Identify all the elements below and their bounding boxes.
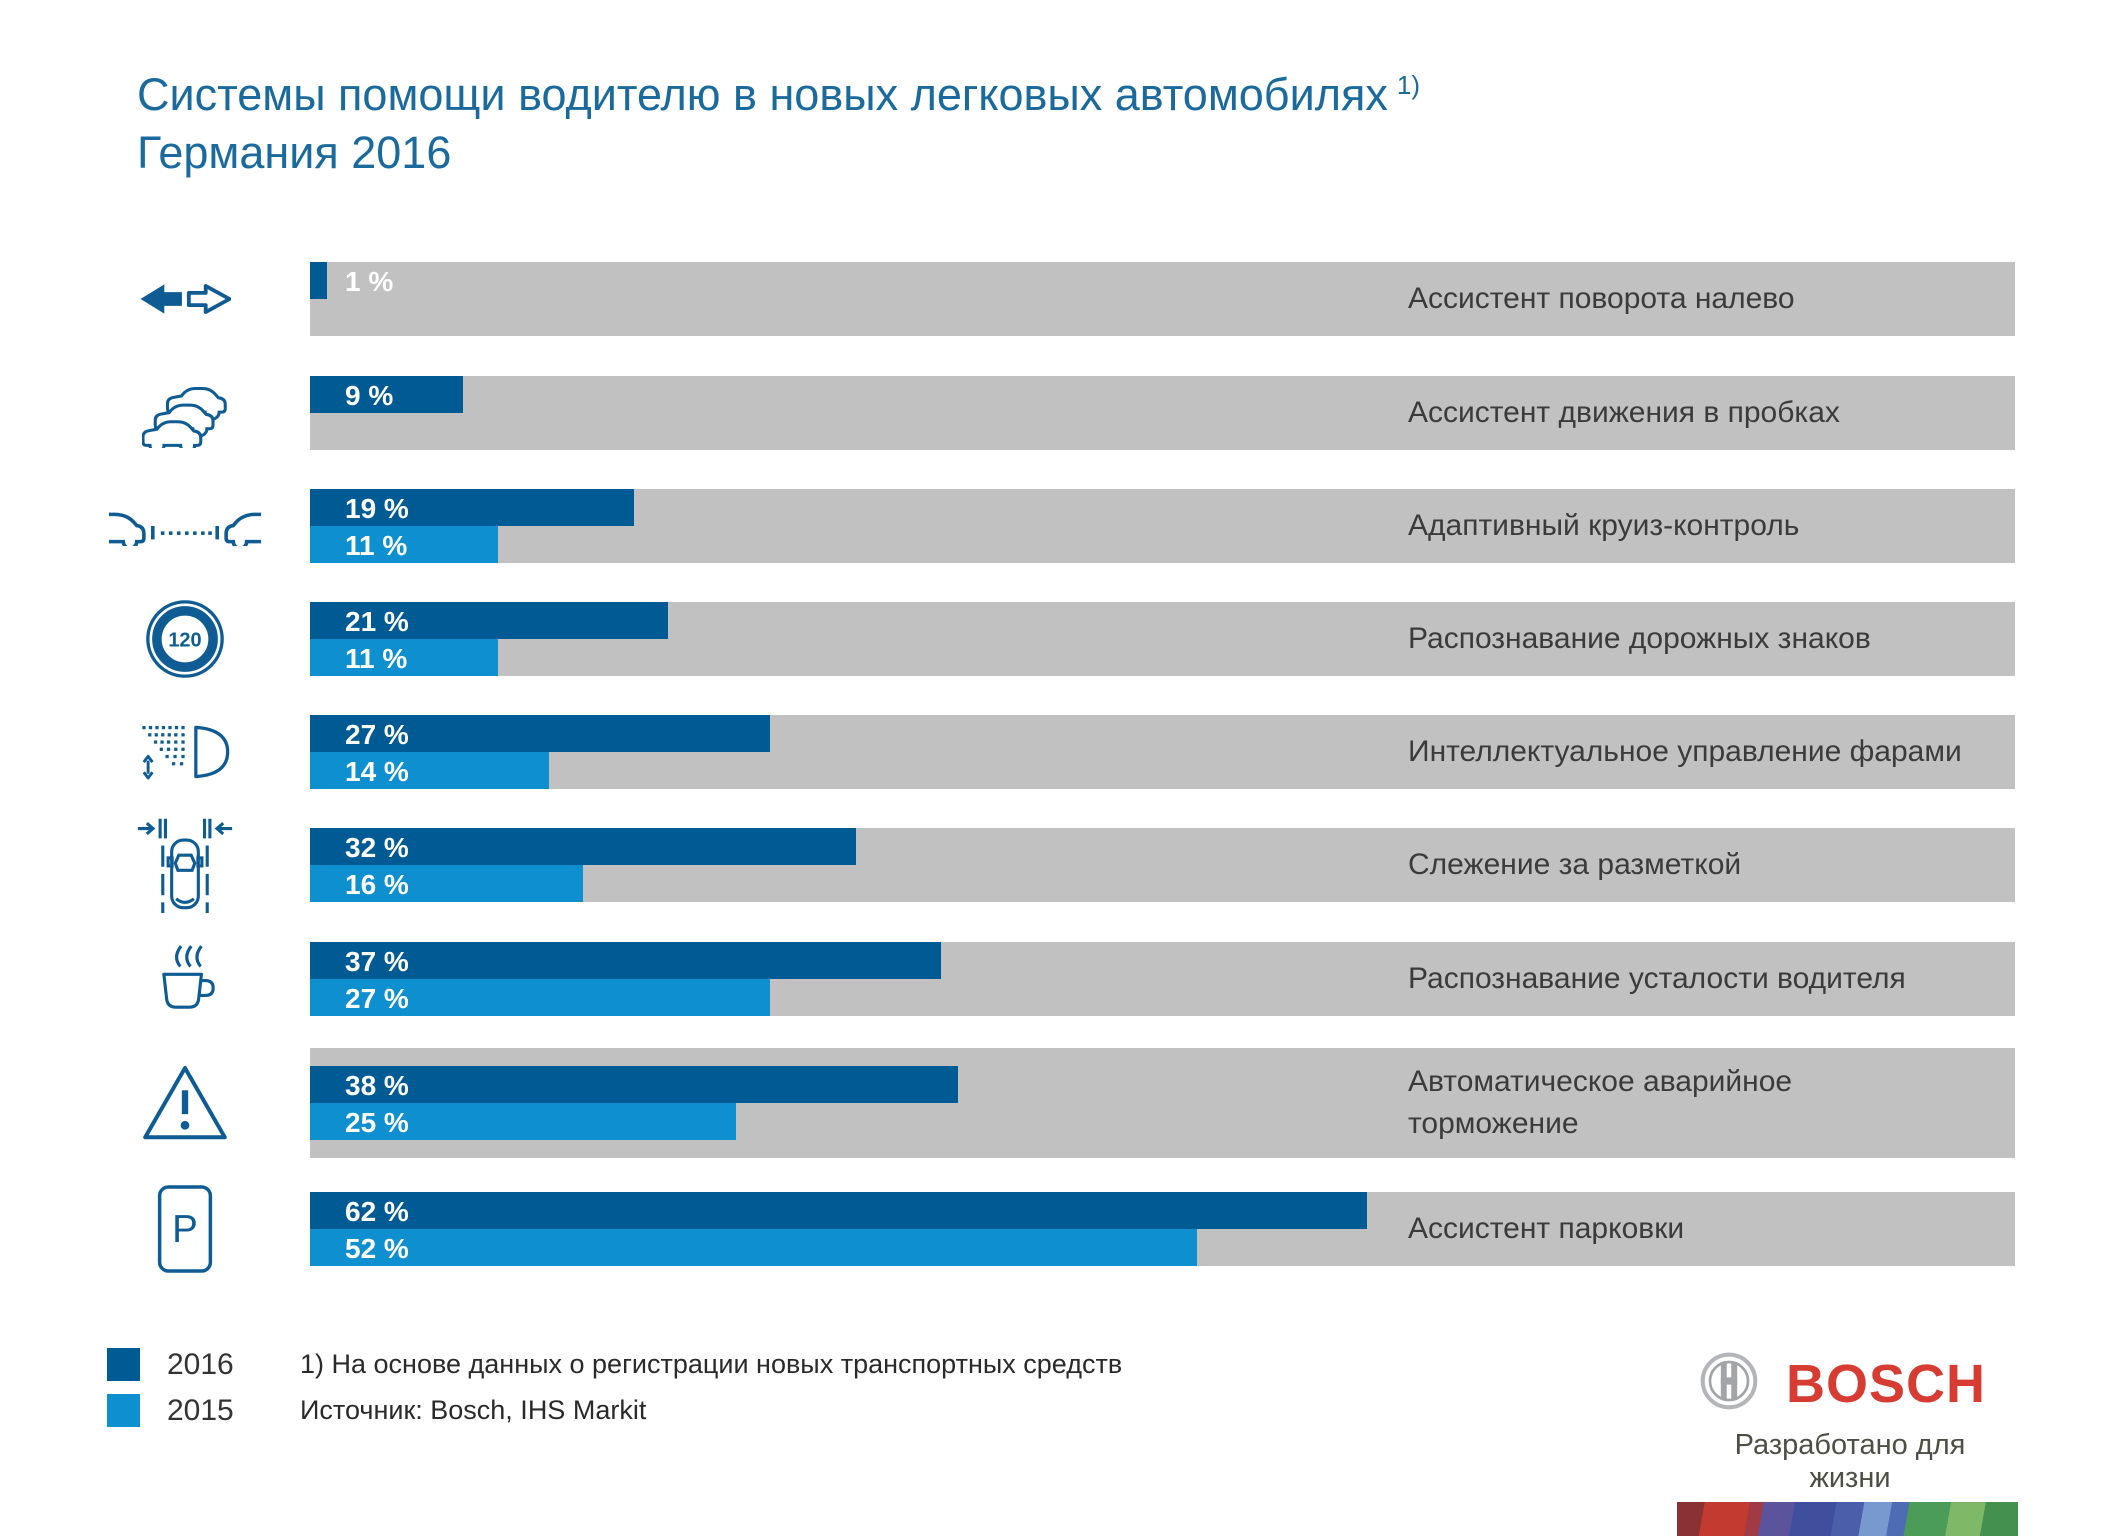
left-turn-arrows-icon <box>100 262 270 336</box>
row-label: Ассистент парковки <box>1408 1212 1685 1245</box>
bar-2016 <box>310 1066 958 1103</box>
bar-2015 <box>310 1103 737 1140</box>
bosch-supergraphic-strip <box>1677 1502 2018 1536</box>
notes: 1) На основе данных о регистрации новых … <box>300 1348 1122 1440</box>
bar-track: 19 % 11 % Адаптивный круиз-контроль <box>310 489 2015 563</box>
bar-2016 <box>310 828 856 865</box>
svg-text:120: 120 <box>168 630 201 652</box>
legend-swatch-2015 <box>107 1394 140 1427</box>
value-label-2016: 38 % <box>345 1070 409 1101</box>
svg-text:P: P <box>172 1208 198 1251</box>
value-label-2016: 1 % <box>345 266 394 297</box>
lane-keeping-icon <box>100 818 270 913</box>
bar-2015 <box>310 526 498 563</box>
value-label-2016: 19 % <box>345 493 409 524</box>
bar-2015 <box>310 1229 1197 1266</box>
value-label-2015: 52 % <box>345 1233 409 1264</box>
row-label: Ассистент движения в пробках <box>1408 396 1840 429</box>
coffee-cup-icon <box>100 942 270 1016</box>
bosch-tagline: Разработано для жизни <box>1734 1429 1966 1494</box>
value-label-2015: 25 % <box>345 1107 409 1138</box>
value-label-2016: 32 % <box>345 832 409 863</box>
value-label-2015: 27 % <box>345 983 409 1014</box>
page-title: Системы помощи водителю в новых легковых… <box>137 66 1420 182</box>
footnote-text: 1) На основе данных о регистрации новых … <box>300 1349 1123 1379</box>
bar-2016 <box>310 715 771 752</box>
bar-track: 1 % Ассистент поворота налево <box>310 262 2015 336</box>
parking-sign-icon: P <box>100 1185 270 1273</box>
bar-2016 <box>310 602 669 639</box>
row-label: Распознавание дорожных знаков <box>1408 622 1871 655</box>
bar-track: 37 % 27 % Распознавание усталости водите… <box>310 942 2015 1016</box>
bar-2015 <box>310 865 583 902</box>
chart-row: 27 % 14 % Интеллектуальное управление фа… <box>0 715 2127 789</box>
row-label: Адаптивный круиз-контроль <box>1408 509 1800 542</box>
chart-row: 38 % 25 % Автоматическое аварийное тормо… <box>0 1048 2127 1158</box>
legend-swatch-2016 <box>107 1348 140 1381</box>
title-line-2: Германия 2016 <box>137 127 452 178</box>
value-label-2015: 14 % <box>345 756 409 787</box>
bar-track: 32 % 16 % Слежение за разметкой <box>310 828 2015 902</box>
chart-row: P 62 % 52 % Ассистент парковки <box>0 1185 2127 1273</box>
bar-2015 <box>310 752 549 789</box>
legend-label-2016: 2016 <box>167 1347 234 1381</box>
row-label: Автоматическое аварийное торможение <box>1408 1065 1793 1140</box>
row-label: Распознавание усталости водителя <box>1408 962 1906 995</box>
bar-2016 <box>310 262 328 299</box>
bar-track: 9 % Ассистент движения в пробках <box>310 376 2015 450</box>
traffic-jam-cars-icon <box>100 376 270 450</box>
bar-2016 <box>310 376 464 413</box>
bar-2016 <box>310 942 941 979</box>
bosch-wordmark: BOSCH <box>1786 1353 1987 1414</box>
chart-row: 19 % 11 % Адаптивный круиз-контроль <box>0 489 2127 563</box>
bar-2016 <box>310 1192 1368 1229</box>
legend-item-2016: 2016 <box>107 1348 234 1381</box>
value-label-2016: 62 % <box>345 1196 409 1227</box>
legend-item-2015: 2015 <box>107 1394 234 1427</box>
value-label-2016: 9 % <box>345 380 394 411</box>
bar-track: 21 % 11 % Распознавание дорожных знаков <box>310 602 2015 676</box>
row-label: Интеллектуальное управление фарами <box>1408 735 1962 768</box>
bosch-symbol-icon <box>1700 1352 1758 1415</box>
source-text: Источник: Bosch, IHS Markit <box>300 1395 647 1425</box>
row-label: Слежение за разметкой <box>1408 848 1742 881</box>
title-line-1: Системы помощи водителю в новых легковых… <box>137 69 1420 120</box>
bar-2015 <box>310 979 771 1016</box>
row-label: Ассистент поворота налево <box>1408 282 1795 315</box>
bar-track: 27 % 14 % Интеллектуальное управление фа… <box>310 715 2015 789</box>
chart-row: 32 % 16 % Слежение за разметкой <box>0 818 2127 913</box>
bar-track: 62 % 52 % Ассистент парковки <box>310 1192 2015 1266</box>
chart-row: 37 % 27 % Распознавание усталости водите… <box>0 942 2127 1016</box>
value-label-2016: 37 % <box>345 946 409 977</box>
bar-track: 38 % 25 % Автоматическое аварийное тормо… <box>310 1048 2015 1158</box>
headlight-beam-icon <box>100 715 270 789</box>
value-label-2015: 11 % <box>345 530 408 561</box>
value-label-2015: 16 % <box>345 869 409 900</box>
bosch-branding: BOSCH Разработано для жизни <box>1700 1352 2020 1495</box>
legend: 2016 2015 <box>107 1348 234 1440</box>
bar-2016 <box>310 489 634 526</box>
bar-2015 <box>310 639 498 676</box>
following-distance-icon <box>100 489 270 563</box>
chart-row: 120 21 % 11 % Распознавание дорожных зна… <box>0 600 2127 678</box>
speed-limit-120-icon: 120 <box>100 600 270 678</box>
warning-triangle-icon <box>100 1048 270 1158</box>
value-label-2016: 21 % <box>345 606 409 637</box>
value-label-2016: 27 % <box>345 719 409 750</box>
legend-label-2015: 2015 <box>167 1393 234 1427</box>
footnote-reference: 1) <box>1396 70 1420 100</box>
chart-row: 9 % Ассистент движения в пробках <box>0 376 2127 450</box>
value-label-2015: 11 % <box>345 643 408 674</box>
chart-row: 1 % Ассистент поворота налево <box>0 262 2127 336</box>
